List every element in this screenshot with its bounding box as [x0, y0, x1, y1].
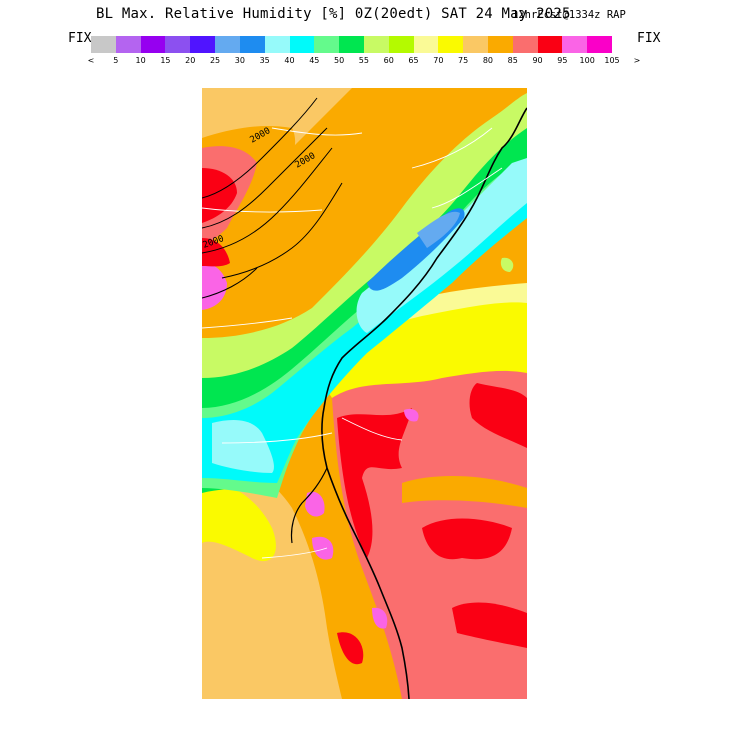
- terrain-contour: [221, 182, 343, 279]
- legend-tick: 45: [309, 56, 320, 65]
- legend-swatch: [537, 36, 563, 53]
- legend-tick: 60: [383, 56, 394, 65]
- legend-swatch: [413, 36, 439, 53]
- legend-tick: 75: [458, 56, 469, 65]
- driest-zone: [417, 211, 460, 248]
- fix-label-right: FIX: [637, 31, 661, 46]
- legend-swatch: [91, 36, 116, 53]
- legend-swatch: [363, 36, 389, 53]
- legend-tick-labels: <5 10 15 20 25 30 35 40 45 50 55 60 65 70 75 80 85 90 95 10…: [86, 56, 646, 68]
- terrain-contour: [202, 147, 333, 254]
- legend-swatch: [264, 36, 290, 53]
- terrain-contour: [202, 97, 318, 199]
- very-high-humidity-zone: [202, 238, 230, 267]
- coastline: [290, 467, 328, 544]
- terrain-contour: [202, 127, 328, 229]
- legend-tick: 90: [532, 56, 543, 65]
- legend-tick: 10: [135, 56, 146, 65]
- legend-tick: 35: [259, 56, 270, 65]
- legend-swatch: [140, 36, 166, 53]
- legend-tick: 65: [408, 56, 419, 65]
- legend-swatch: [587, 36, 613, 53]
- extreme-humidity-zone: [404, 408, 419, 422]
- humidity-map: 2000 2000 2000: [202, 88, 527, 699]
- legend-swatch: [488, 36, 513, 53]
- legend-tick: 15: [160, 56, 171, 65]
- legend-swatch: [190, 36, 216, 53]
- very-high-humidity-zone: [469, 383, 527, 448]
- very-high-humidity-zone: [422, 518, 512, 560]
- coastline: [321, 107, 527, 699]
- legend-tick: 20: [185, 56, 196, 65]
- extreme-humidity-zone: [312, 536, 334, 560]
- legend-tick: >: [633, 56, 641, 65]
- legend-swatch: [165, 36, 191, 53]
- humidity-map-svg: 2000 2000 2000: [202, 88, 527, 699]
- low-humidity-band: [500, 257, 514, 272]
- legend-swatch: [239, 36, 265, 53]
- legend-tick: 105: [604, 56, 620, 65]
- legend-tick: 30: [234, 56, 245, 65]
- legend-tick: 100: [579, 56, 595, 65]
- legend-tick: 80: [482, 56, 494, 65]
- extreme-humidity-zone: [202, 263, 227, 310]
- legend-swatch: [115, 36, 141, 53]
- state-boundary: [271, 127, 503, 209]
- color-legend-bar: [91, 36, 613, 53]
- moderate-humidity-zone: [202, 478, 276, 562]
- legend-swatch: [463, 36, 488, 53]
- forecast-subtitle: 12hrFcst@1334z RAP: [512, 9, 626, 21]
- legend-swatch: [388, 36, 414, 53]
- legend-swatch: [512, 36, 538, 53]
- moderate-humidity-zone: [320, 300, 527, 398]
- map-title: BL Max. Relative Humidity [%] 0Z(20edt) …: [96, 6, 571, 22]
- dry-band-light-cyan: [356, 158, 527, 333]
- dry-band-light-cyan: [212, 420, 274, 473]
- legend-swatch: [562, 36, 588, 53]
- legend-tick: <: [87, 56, 95, 65]
- legend-swatch: [438, 36, 464, 53]
- legend-swatch: [215, 36, 240, 53]
- legend-swatch: [314, 36, 340, 53]
- legend-tick: 85: [507, 56, 518, 65]
- extreme-humidity-zone: [372, 607, 388, 629]
- legend-swatch: [289, 36, 315, 53]
- state-boundary: [202, 207, 403, 559]
- legend-tick: 40: [284, 56, 295, 65]
- legend-tick: 50: [334, 56, 345, 65]
- very-high-humidity-zone: [337, 408, 412, 558]
- extreme-humidity-zone: [305, 491, 325, 517]
- legend-swatch: [339, 36, 364, 53]
- legend-tick: 70: [433, 56, 444, 65]
- moderate-humidity-zone: [352, 283, 527, 338]
- terrain-contour: [202, 267, 258, 299]
- legend-tick: 5: [113, 56, 119, 65]
- legend-tick: 55: [358, 56, 369, 65]
- moderate-humidity-zone: [402, 476, 527, 508]
- very-high-humidity-zone: [452, 602, 527, 648]
- map-title-bar: BL Max. Relative Humidity [%] 0Z(20edt) …: [0, 6, 729, 28]
- very-high-humidity-zone: [337, 632, 364, 665]
- legend-tick: 25: [209, 56, 221, 65]
- fix-label-left: FIX: [68, 31, 92, 46]
- legend-tick: 95: [557, 56, 568, 65]
